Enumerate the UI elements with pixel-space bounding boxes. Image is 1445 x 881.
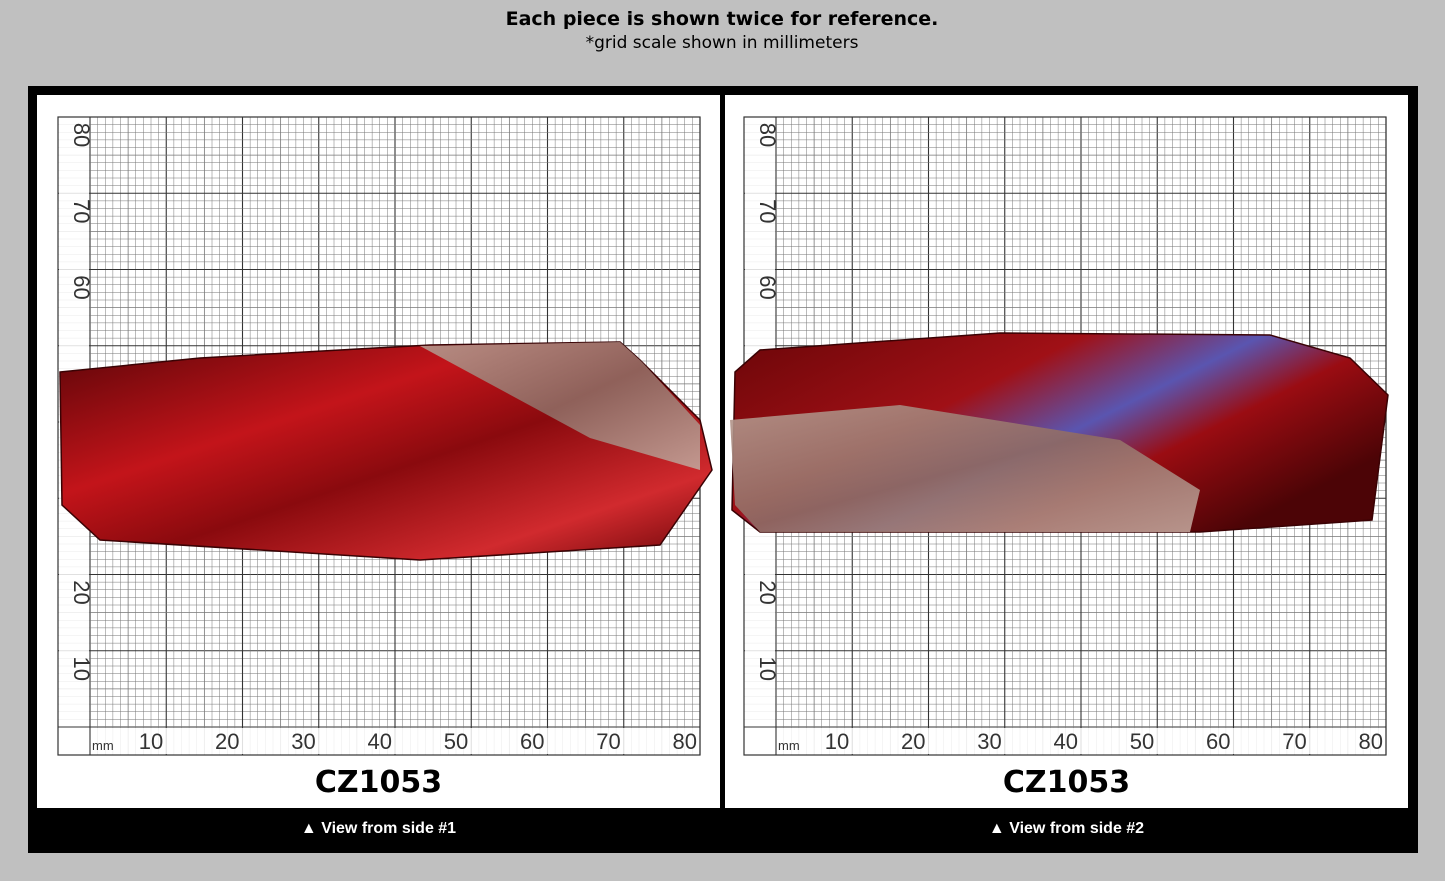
stone-facet <box>420 342 700 470</box>
x-scale-label: 60 <box>520 729 544 754</box>
y-scale-label: 60 <box>69 275 94 299</box>
y-scale-label: 10 <box>69 657 94 681</box>
x-scale-label: 60 <box>1206 729 1230 754</box>
x-scale-label: 20 <box>901 729 925 754</box>
x-scale-label: 30 <box>291 729 315 754</box>
piece-label: CZ1053 <box>315 765 442 800</box>
y-scale-label: 20 <box>69 580 94 604</box>
x-scale-label: 70 <box>596 729 620 754</box>
x-scale-label: 10 <box>139 729 163 754</box>
stone-facet <box>730 405 1200 532</box>
x-scale-label: 50 <box>444 729 468 754</box>
label-row <box>777 728 1385 754</box>
title: Each piece is shown twice for reference. <box>506 8 939 30</box>
y-scale-label: 70 <box>69 199 94 223</box>
x-scale-label: 20 <box>215 729 239 754</box>
caption: ▲ View from side #2 <box>989 820 1144 837</box>
y-scale-label: 60 <box>755 275 780 299</box>
piece-label: CZ1053 <box>1003 765 1130 800</box>
panels: mm 10 20 30 40 50 60 70 80 80 70 60 20 10 CZ1053 ▲ View… <box>57 116 1389 837</box>
y-scale-label: 10 <box>755 657 780 681</box>
grid-unit: mm <box>778 738 800 753</box>
y-scale-label: 70 <box>755 199 780 223</box>
x-scale-label: 50 <box>1130 729 1154 754</box>
y-scale-label: 80 <box>755 123 780 147</box>
x-scale-label: 10 <box>825 729 849 754</box>
x-scale-label: 70 <box>1282 729 1306 754</box>
panel: mm 10 20 30 40 50 60 70 80 80 70 60 20 10 CZ1053 ▲ View… <box>57 116 713 837</box>
caption: ▲ View from side #1 <box>301 820 456 837</box>
x-scale-label: 30 <box>977 729 1001 754</box>
x-scale-label: 80 <box>673 729 697 754</box>
x-scale-label: 40 <box>1054 729 1078 754</box>
y-scale-label: 20 <box>755 580 780 604</box>
subtitle: *grid scale shown in millimeters <box>586 33 859 53</box>
panel: mm 10 20 30 40 50 60 70 80 80 70 60 20 10 CZ1053 ▲ View… <box>730 116 1389 837</box>
grid-unit: mm <box>92 738 114 753</box>
y-scale-label: 80 <box>69 123 94 147</box>
x-scale-label: 80 <box>1359 729 1383 754</box>
x-scale-label: 40 <box>368 729 392 754</box>
label-row <box>91 728 699 754</box>
